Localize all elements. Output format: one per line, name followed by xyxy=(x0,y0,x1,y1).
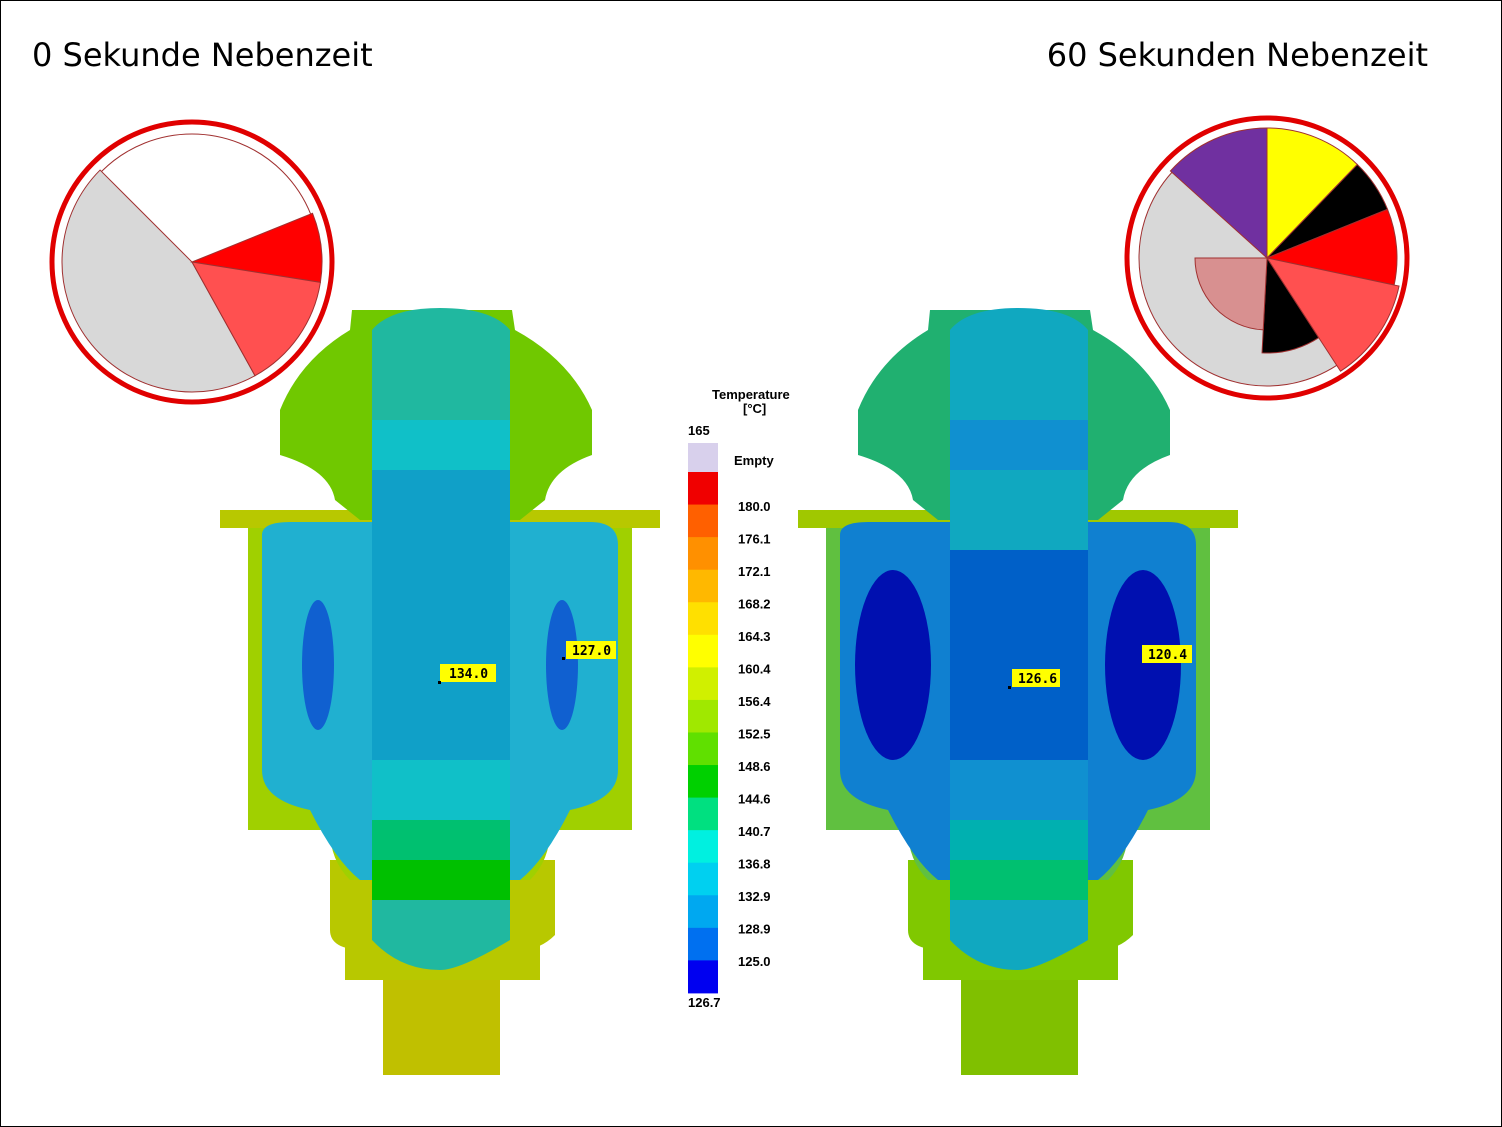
swatch xyxy=(688,472,718,505)
probe-label: 126.6 xyxy=(1018,672,1057,687)
legend-label: 140.7 xyxy=(738,824,771,839)
pie-wedge xyxy=(1169,127,1268,260)
pie-wedge xyxy=(1261,256,1320,354)
band xyxy=(372,860,510,900)
pie-wedge xyxy=(1194,257,1268,331)
swatch xyxy=(688,602,718,636)
swatch xyxy=(688,830,718,864)
column-mid xyxy=(372,470,510,760)
core-l xyxy=(855,570,931,760)
band xyxy=(372,760,510,820)
band xyxy=(372,420,510,470)
swatch xyxy=(688,699,718,733)
swatch xyxy=(688,862,718,896)
pie-wedge xyxy=(1266,127,1359,260)
core-r xyxy=(1105,570,1181,760)
swatch xyxy=(688,504,718,538)
legend-label: 176.1 xyxy=(738,532,771,547)
legend-label: 125.0 xyxy=(738,954,771,969)
probe: 120.4 xyxy=(1142,645,1192,663)
pie-wedge xyxy=(1265,208,1398,286)
probe-label: 127.0 xyxy=(572,644,611,659)
legend-empty: Empty xyxy=(734,453,775,468)
parts xyxy=(220,308,1238,1075)
pie-wedge xyxy=(61,169,256,393)
right-title: 60 Sekunden Nebenzeit xyxy=(1047,36,1428,74)
swatch xyxy=(688,569,718,603)
band xyxy=(950,760,1088,820)
legend-top: 165 xyxy=(688,423,710,438)
band xyxy=(950,860,1088,900)
swatch-empty xyxy=(688,443,718,472)
legend-label: 132.9 xyxy=(738,889,771,904)
legend-label: 160.4 xyxy=(738,662,771,677)
legend-label: 164.3 xyxy=(738,629,771,644)
legend-label: 156.4 xyxy=(738,694,771,709)
legend-label: 152.5 xyxy=(738,727,771,742)
swatch xyxy=(688,765,718,799)
swatch xyxy=(688,960,718,994)
swatch xyxy=(688,667,718,701)
legend-title: Temperature xyxy=(712,387,790,402)
legend-label: 136.8 xyxy=(738,857,771,872)
probe: 126.6 xyxy=(1008,669,1060,689)
swatch xyxy=(688,634,718,668)
band xyxy=(372,820,510,860)
probe: 134.0 xyxy=(438,664,496,684)
probe: 127.0 xyxy=(562,641,616,660)
legend-bottom: 126.7 xyxy=(688,995,721,1010)
swatch xyxy=(688,797,718,831)
legend-label: 172.1 xyxy=(738,564,771,579)
legend: 180.0 176.1 172.1 168.2 164.3 160.4 156.4 152.5… xyxy=(688,443,771,994)
band xyxy=(950,820,1088,860)
column-mid xyxy=(950,550,1088,760)
legend-label: 180.0 xyxy=(738,499,771,514)
swatch xyxy=(688,927,718,961)
legend-label: 144.6 xyxy=(738,792,771,807)
core-l xyxy=(302,600,334,730)
band xyxy=(950,420,1088,470)
legend-unit: [°C] xyxy=(743,401,766,416)
legend-label: 168.2 xyxy=(738,597,771,612)
pies xyxy=(49,115,1410,405)
pie-wedge xyxy=(1265,257,1400,372)
swatch xyxy=(688,537,718,571)
part xyxy=(220,308,660,1075)
probe-label: 120.4 xyxy=(1148,648,1187,663)
swatch xyxy=(688,895,718,929)
pie-wedge xyxy=(191,261,321,377)
swatch xyxy=(688,732,718,766)
legend-label: 128.9 xyxy=(738,922,771,937)
core-r xyxy=(546,600,578,730)
part xyxy=(798,308,1238,1075)
left-title: 0 Sekunde Nebenzeit xyxy=(32,36,373,74)
legend-label: 148.6 xyxy=(738,759,771,774)
probe-label: 134.0 xyxy=(449,667,488,682)
